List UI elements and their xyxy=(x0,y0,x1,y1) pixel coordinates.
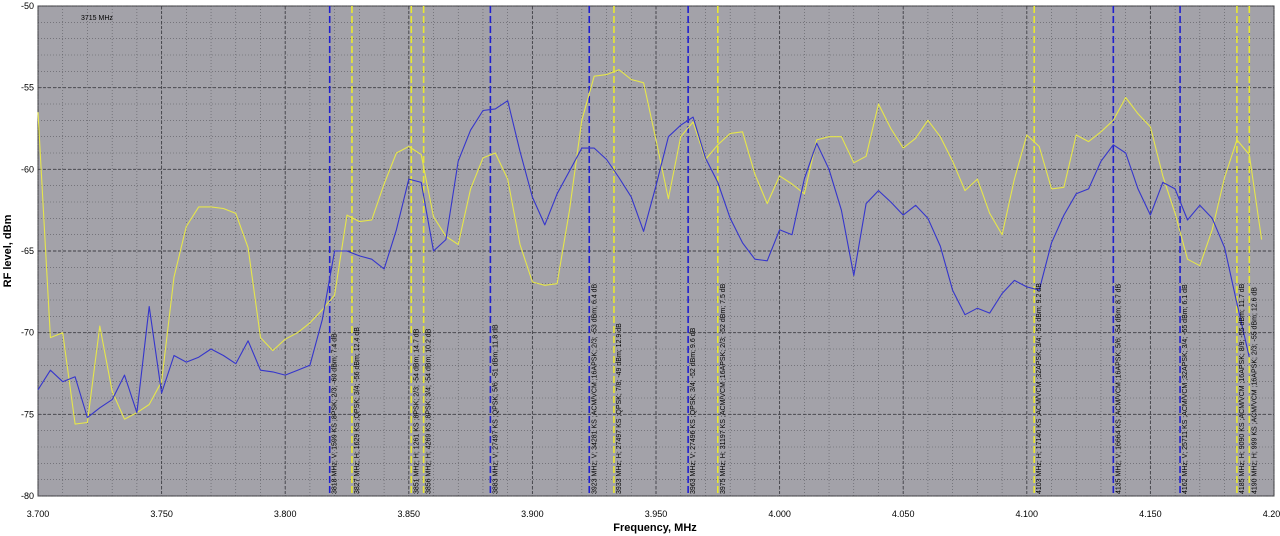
carrier-labels: 3818 MHz; V; 1599 KS ;8PSK; 2/3; -60 dBm… xyxy=(332,283,1259,494)
x-tick-label: 4.000 xyxy=(768,509,791,519)
x-tick-label: 4.100 xyxy=(1016,509,1039,519)
x-axis-title: Frequency, MHz xyxy=(613,522,697,534)
y-tick-label: -60 xyxy=(21,164,34,174)
carrier-label: 4190 MHz; H; 999 KS ;ACM/VCM ;16APSK; 2/… xyxy=(1251,287,1258,494)
carrier-label: 4185 MHz; H; 9090 KS ;ACM/VCM ;16APSK; 8… xyxy=(1239,283,1246,494)
carrier-label: 3856 MHz; H; 4269 KS ;8PSK; 3/4; -54 dBm… xyxy=(426,328,433,494)
carrier-label: 3827 MHz; H; 1629 KS ;QPSK; 3/4; -56 dBm… xyxy=(354,327,361,494)
x-tick-label: 4.050 xyxy=(892,509,915,519)
y-tick-labels: -50 -55 -60 -65 -70 -75 -80 xyxy=(21,1,34,501)
x-tick-label: 4.150 xyxy=(1139,509,1162,519)
x-tick-label: 3.850 xyxy=(398,509,421,519)
y-axis-title: RF level, dBm xyxy=(2,214,14,287)
y-tick-label: -70 xyxy=(21,328,34,338)
series-line-yellow xyxy=(37,69,1263,425)
major-grid xyxy=(37,5,1275,497)
carrier-label: 3963 MHz; V; 27496 KS ;QPSK; 3/4; -52 dB… xyxy=(690,327,697,494)
x-tick-labels: 3.700 3.750 3.800 3.850 3.900 3.950 4.000 4.050… xyxy=(27,509,1280,519)
x-tick-label: 3.700 xyxy=(27,509,50,519)
carrier-label: 3851 MHz; H; 1261 KS ;8PSK; 2/3; -54 dBm… xyxy=(413,328,420,494)
carrier-label: 4103 MHz; H; 17140 KS ;ACM/VCM ;32APSK; … xyxy=(1036,283,1043,494)
carrier-label: 3923 MHz; V; 34281 KS ;ACM/VCM ;16APSK; … xyxy=(591,283,598,494)
carrier-label: 3883 MHz; V; 27497 KS ;QPSK; 5/6; -51 dB… xyxy=(492,324,499,494)
y-tick-label: -55 xyxy=(21,83,34,93)
carrier-label: 3933 MHz; H; 27497 KS ;QPSK; 7/8; -49 dB… xyxy=(616,323,623,494)
y-tick-label: -65 xyxy=(21,246,34,256)
y-tick-label: -50 xyxy=(21,1,34,11)
x-tick-label: 3.750 xyxy=(150,509,173,519)
y-tick-label: -80 xyxy=(21,491,34,501)
corner-label: 3715 MHz xyxy=(81,15,113,22)
x-tick-label: 3.950 xyxy=(645,509,668,519)
y-tick-label: -75 xyxy=(21,409,34,419)
series-line-blue xyxy=(37,100,1250,419)
carrier-label: 4135 MHz; V; 16664 KS ;ACM/VCM ;16APSK; … xyxy=(1115,283,1122,494)
carrier-label: 3975 MHz; H; 31197 KS ;ACM/VCM ;16APSK; … xyxy=(720,283,727,494)
carrier-label: 4162 MHz; V; 25711 KS ;ACM/VCM ;32APSK; … xyxy=(1182,284,1189,494)
x-tick-label: 3.900 xyxy=(521,509,544,519)
series-lines xyxy=(37,69,1263,425)
carrier-label: 3818 MHz; V; 1599 KS ;8PSK; 2/3; -60 dBm… xyxy=(332,333,339,494)
x-tick-label: 4.200 xyxy=(1263,509,1280,519)
carrier-markers xyxy=(328,6,1251,496)
x-tick-label: 3.800 xyxy=(274,509,297,519)
